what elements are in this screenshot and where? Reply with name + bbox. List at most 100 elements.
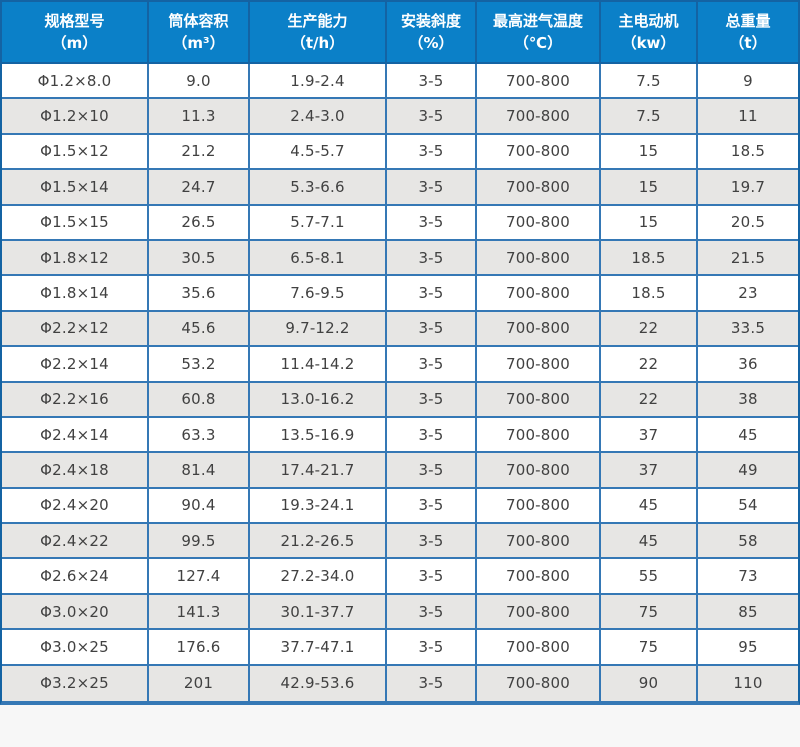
- table-cell: 19.7: [698, 170, 798, 206]
- column-unit: （℃）: [513, 34, 563, 52]
- column-header-4: 最高进气温度 （℃）: [477, 2, 601, 64]
- table-cell: 11: [698, 99, 798, 135]
- table-cell: 9: [698, 64, 798, 100]
- table-cell: 99.5: [149, 524, 250, 560]
- table-cell: Φ2.4×18: [2, 453, 149, 489]
- table-cell: 127.4: [149, 559, 250, 595]
- table-cell: 30.5: [149, 240, 250, 277]
- table-row: Φ1.8×14 35.6 7.6-9.5 3-5 700-800 18.5 23: [2, 276, 798, 312]
- table-cell: 15: [601, 205, 698, 241]
- table-cell: 3-5: [387, 311, 477, 348]
- table-cell: 141.3: [149, 594, 250, 631]
- table-cell: 18.5: [601, 240, 698, 277]
- table-cell: 5.7-7.1: [250, 205, 387, 241]
- table-cell: 21.5: [698, 240, 798, 277]
- table-cell: 1.9-2.4: [250, 64, 387, 100]
- table-row: Φ2.2×12 45.6 9.7-12.2 3-5 700-800 22 33.5: [2, 311, 798, 348]
- table-row: Φ2.2×16 60.8 13.0-16.2 3-5 700-800 22 38: [2, 382, 798, 418]
- table-cell: 700-800: [477, 488, 601, 525]
- table-cell: Φ1.5×12: [2, 134, 149, 171]
- column-header-5: 主电动机 （kw）: [601, 2, 698, 64]
- table-cell: 6.5-8.1: [250, 240, 387, 277]
- table-cell: 3-5: [387, 524, 477, 560]
- table-row: Φ2.4×22 99.5 21.2-26.5 3-5 700-800 45 58: [2, 524, 798, 560]
- table-cell: 23: [698, 276, 798, 312]
- table-cell: 55: [601, 559, 698, 595]
- table-cell: 45: [601, 524, 698, 560]
- table-cell: 700-800: [477, 205, 601, 241]
- column-unit: （m³）: [172, 34, 225, 52]
- table-row: Φ3.0×20 141.3 30.1-37.7 3-5 700-800 75 85: [2, 594, 798, 631]
- table-cell: 15: [601, 170, 698, 206]
- table-cell: 7.5: [601, 99, 698, 135]
- table-head: 规格型号 （m） 筒体容积 （m³） 生产能力 （t/h） 安装斜度 （%） 最高进气温度 （℃）…: [2, 2, 798, 64]
- column-header-2: 生产能力 （t/h）: [250, 2, 387, 64]
- table-cell: 700-800: [477, 453, 601, 489]
- table-cell: Φ1.5×15: [2, 205, 149, 241]
- table-cell: 3-5: [387, 170, 477, 206]
- table-cell: 3-5: [387, 99, 477, 135]
- table-row: Φ2.4×18 81.4 17.4-21.7 3-5 700-800 37 49: [2, 453, 798, 489]
- table-row: Φ2.2×14 53.2 11.4-14.2 3-5 700-800 22 36: [2, 347, 798, 383]
- table-cell: 700-800: [477, 311, 601, 348]
- table-cell: 11.3: [149, 99, 250, 135]
- column-unit: （t）: [729, 34, 767, 52]
- table-cell: 3-5: [387, 240, 477, 277]
- table-cell: 45: [601, 488, 698, 525]
- table-cell: 53.2: [149, 347, 250, 383]
- table-cell: Φ3.0×25: [2, 630, 149, 666]
- table-cell: 3-5: [387, 417, 477, 454]
- table-cell: 3-5: [387, 134, 477, 171]
- table-cell: Φ3.0×20: [2, 594, 149, 631]
- table-cell: 3-5: [387, 64, 477, 100]
- column-unit: （m）: [51, 34, 98, 52]
- table-cell: 21.2-26.5: [250, 524, 387, 560]
- table-cell: 700-800: [477, 99, 601, 135]
- table-cell: 700-800: [477, 240, 601, 277]
- column-header-0: 规格型号 （m）: [2, 2, 149, 64]
- column-header-1: 筒体容积 （m³）: [149, 2, 250, 64]
- table-cell: 54: [698, 488, 798, 525]
- column-label: 安装斜度: [400, 12, 461, 30]
- table-row: Φ1.5×15 26.5 5.7-7.1 3-5 700-800 15 20.5: [2, 205, 798, 241]
- table-cell: 176.6: [149, 630, 250, 666]
- table-cell: 11.4-14.2: [250, 347, 387, 383]
- table-cell: 3-5: [387, 559, 477, 595]
- table-cell: 3-5: [387, 205, 477, 241]
- table-row: Φ1.2×8.0 9.0 1.9-2.4 3-5 700-800 7.5 9: [2, 64, 798, 100]
- table-row: Φ2.6×24 127.4 27.2-34.0 3-5 700-800 55 73: [2, 559, 798, 595]
- table-row: Φ3.0×25 176.6 37.7-47.1 3-5 700-800 75 95: [2, 630, 798, 666]
- table-cell: 7.6-9.5: [250, 276, 387, 312]
- table-cell: 5.3-6.6: [250, 170, 387, 206]
- table-cell: 63.3: [149, 417, 250, 454]
- table-cell: 3-5: [387, 488, 477, 525]
- table-row: Φ1.5×14 24.7 5.3-6.6 3-5 700-800 15 19.7: [2, 170, 798, 206]
- table-row: Φ1.5×12 21.2 4.5-5.7 3-5 700-800 15 18.5: [2, 134, 798, 171]
- table-cell: Φ2.2×14: [2, 347, 149, 383]
- table-cell: Φ1.2×8.0: [2, 64, 149, 100]
- table-cell: 3-5: [387, 630, 477, 666]
- table-cell: 700-800: [477, 630, 601, 666]
- column-label: 生产能力: [287, 12, 348, 30]
- column-label: 规格型号: [44, 12, 105, 30]
- column-unit: （t/h）: [290, 34, 345, 52]
- table-cell: 81.4: [149, 453, 250, 489]
- table-cell: 90: [601, 665, 698, 702]
- table-cell: 60.8: [149, 382, 250, 418]
- table-cell: 37: [601, 453, 698, 489]
- table-cell: 19.3-24.1: [250, 488, 387, 525]
- column-header-6: 总重量 （t）: [698, 2, 798, 64]
- column-label: 筒体容积: [168, 12, 229, 30]
- table-cell: 4.5-5.7: [250, 134, 387, 171]
- table-cell: 9.7-12.2: [250, 311, 387, 348]
- table-cell: Φ2.2×16: [2, 382, 149, 418]
- table-cell: 49: [698, 453, 798, 489]
- table-cell: Φ2.2×12: [2, 311, 149, 348]
- spec-table-wrapper: 规格型号 （m） 筒体容积 （m³） 生产能力 （t/h） 安装斜度 （%） 最高进气温度 （℃）…: [0, 0, 800, 706]
- table-cell: 85: [698, 594, 798, 631]
- table-cell: 95: [698, 630, 798, 666]
- spec-table: 规格型号 （m） 筒体容积 （m³） 生产能力 （t/h） 安装斜度 （%） 最高进气温度 （℃）…: [2, 2, 798, 702]
- table-cell: 3-5: [387, 594, 477, 631]
- table-cell: 75: [601, 630, 698, 666]
- table-cell: Φ3.2×25: [2, 665, 149, 702]
